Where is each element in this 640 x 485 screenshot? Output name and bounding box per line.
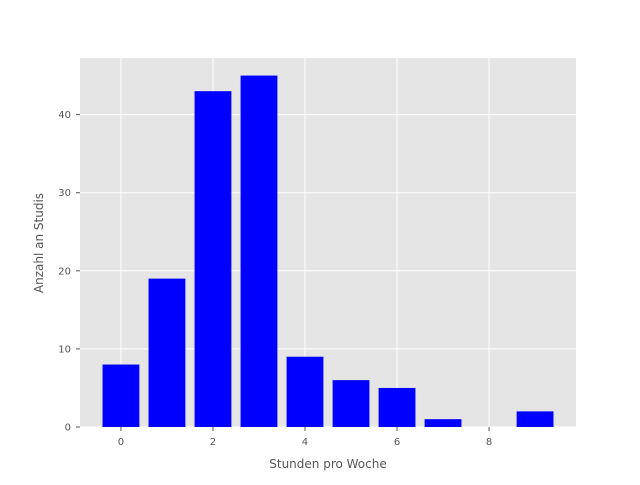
x-tick-label: 4	[302, 437, 308, 448]
bar	[102, 364, 140, 427]
x-axis-label: Stunden pro Woche	[269, 457, 387, 471]
y-tick-label: 30	[58, 188, 71, 199]
bar	[332, 380, 370, 427]
bar	[194, 91, 232, 427]
bar	[424, 419, 462, 427]
bar	[286, 356, 324, 427]
x-tick-label: 0	[118, 437, 124, 448]
y-tick-label: 40	[58, 110, 71, 121]
bar	[148, 278, 186, 427]
bar	[378, 387, 416, 427]
y-tick-label: 0	[65, 423, 71, 434]
y-tick-label: 20	[58, 266, 71, 277]
bars	[102, 75, 554, 428]
x-tick-label: 8	[486, 437, 492, 448]
y-axis-label: Anzahl an Studis	[32, 193, 46, 293]
x-axis-ticks: 0 2 4 6 8	[118, 427, 492, 448]
y-tick-label: 10	[58, 344, 71, 355]
bar	[240, 75, 278, 428]
x-tick-label: 2	[210, 437, 216, 448]
x-tick-label: 6	[394, 437, 400, 448]
y-axis-ticks: 0 10 20 30 40	[58, 110, 80, 434]
bar	[516, 411, 554, 427]
